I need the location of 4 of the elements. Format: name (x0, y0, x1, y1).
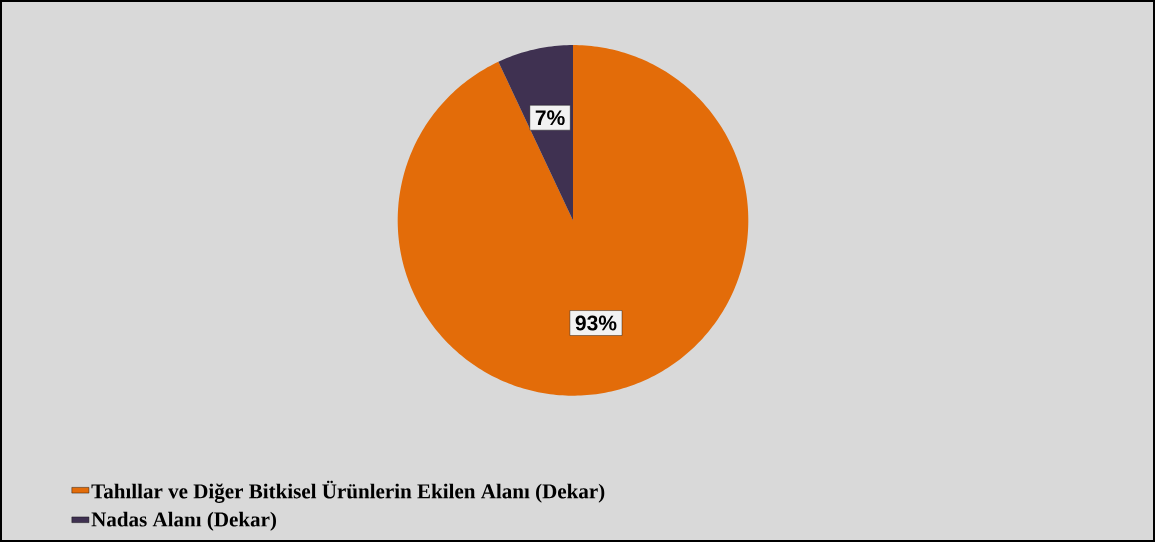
legend-label: Nadas Alanı (Dekar) (91, 511, 276, 531)
data-label: 93% (575, 315, 617, 331)
data-label: 7% (535, 110, 565, 126)
legend-label: Tahıllar ve Diğer Bitkisel Ürünlerin Ekilen Alanı (Dekar) (91, 480, 605, 503)
